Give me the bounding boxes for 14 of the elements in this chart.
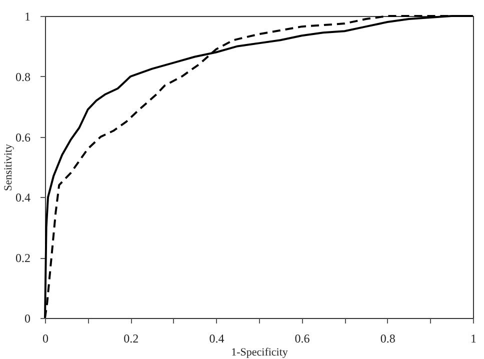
y-tick-label: 0.8 (16, 70, 30, 84)
y-tick-label: 0.4 (16, 190, 30, 205)
y-tick-label: 0.6 (16, 130, 30, 144)
y-tick-label: 1 (24, 10, 30, 24)
x-tick-label: 1 (470, 332, 476, 346)
x-tick-label: 0.2 (124, 332, 139, 346)
y-axis-title: Sensitivity (2, 143, 14, 192)
x-tick-label: 0.6 (294, 332, 310, 346)
x-tick-label: 0.4 (209, 332, 224, 346)
y-tick-label: 0 (24, 312, 30, 326)
x-axis-title: 1-Specificity (231, 346, 288, 358)
x-tick-label: 0 (42, 332, 48, 346)
y-tick-label: 0.2 (16, 251, 30, 266)
x-tick-label: 0.8 (380, 332, 396, 346)
